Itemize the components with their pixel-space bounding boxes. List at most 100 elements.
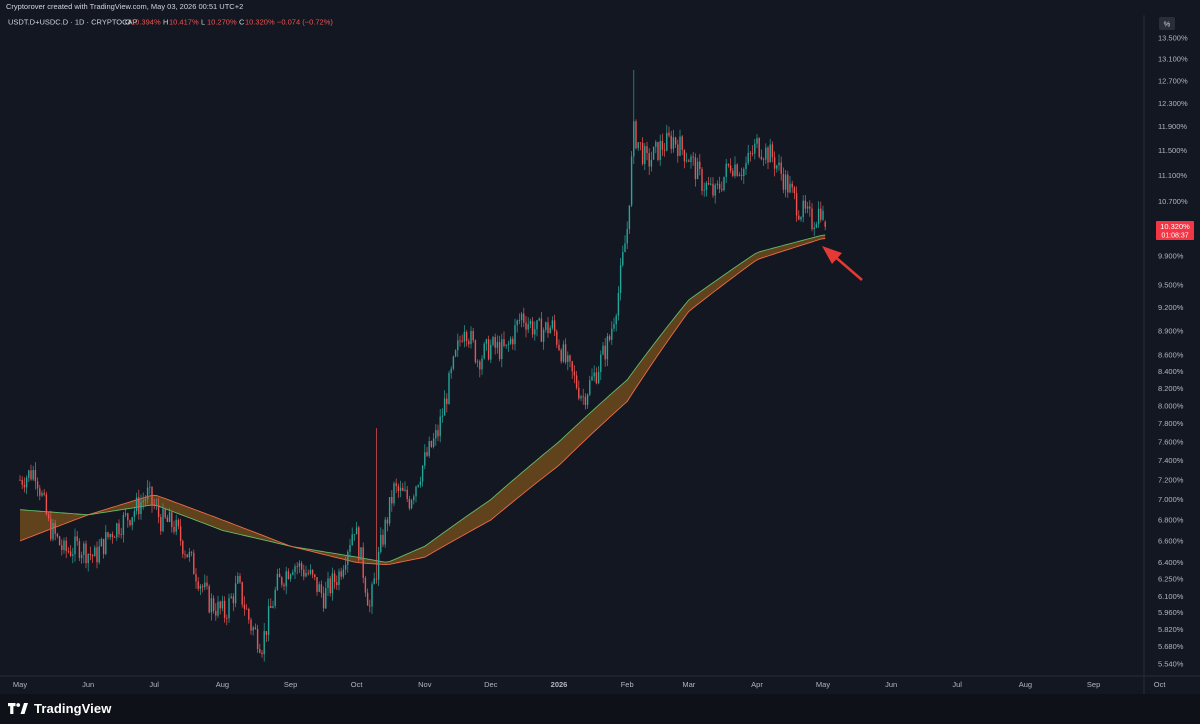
- candle-body: [219, 601, 221, 609]
- candle-body: [754, 143, 756, 154]
- candle-body: [806, 206, 809, 209]
- candle: [736, 163, 738, 177]
- candle: [450, 366, 452, 379]
- candle: [474, 339, 477, 364]
- candle: [201, 584, 204, 593]
- tradingview-logo[interactable]: TradingView: [8, 701, 111, 716]
- candle-body: [421, 465, 424, 482]
- candle: [168, 507, 171, 523]
- candle: [210, 593, 213, 621]
- candle-body: [408, 498, 411, 509]
- candle-body: [149, 486, 151, 488]
- candle-body: [670, 135, 672, 149]
- candle: [492, 335, 494, 347]
- candle-body: [540, 318, 543, 342]
- candle: [573, 365, 576, 384]
- candle: [729, 158, 732, 174]
- candle-body: [270, 606, 272, 608]
- candle-body: [448, 373, 450, 405]
- candle: [538, 317, 540, 322]
- footer-bar: TradingView: [0, 694, 1200, 724]
- candle: [309, 564, 312, 576]
- y-tick-label: 7.200%: [1158, 475, 1184, 484]
- candle: [300, 561, 303, 577]
- candle-body: [694, 157, 697, 179]
- axis-unit-button[interactable]: [1159, 17, 1175, 30]
- candle-body: [415, 486, 417, 497]
- chart-background: [0, 15, 1200, 694]
- candle: [358, 525, 360, 563]
- candle: [355, 521, 358, 535]
- candle: [340, 567, 342, 580]
- candle-body: [413, 496, 415, 501]
- candle-body: [674, 137, 677, 145]
- candle: [525, 316, 527, 338]
- candle-body: [402, 487, 404, 491]
- candle-body: [76, 536, 78, 541]
- candle: [327, 571, 329, 596]
- candle-body: [63, 540, 65, 550]
- candle: [21, 476, 23, 489]
- candle-body: [732, 170, 734, 176]
- candle: [661, 133, 664, 157]
- candle: [404, 481, 406, 492]
- candle: [501, 333, 503, 368]
- candle: [69, 545, 72, 557]
- y-tick-label: 5.540%: [1158, 660, 1184, 669]
- candle: [670, 130, 672, 154]
- candle-body: [87, 553, 89, 564]
- candle-body: [683, 149, 686, 162]
- candle: [529, 318, 532, 328]
- candle-body: [608, 336, 611, 340]
- candle: [789, 176, 791, 194]
- candle-body: [107, 532, 109, 538]
- candle-body: [476, 361, 479, 363]
- x-tick-label: Sep: [284, 680, 297, 689]
- candle-body: [553, 320, 556, 332]
- candle: [527, 317, 529, 334]
- candle: [83, 541, 85, 563]
- candle: [615, 313, 617, 332]
- candle-body: [743, 168, 745, 176]
- candle: [470, 326, 472, 349]
- candle: [351, 527, 353, 546]
- price-chart[interactable]: USDT.D+USDC.D · 1D · CRYPTOCAP O 10.394% H…: [0, 15, 1200, 694]
- candle-body: [580, 396, 582, 399]
- x-tick-label: Jun: [885, 680, 897, 689]
- candle-body: [454, 350, 457, 357]
- price-axis[interactable]: [1144, 15, 1200, 694]
- candle-body: [179, 526, 182, 541]
- candle: [712, 177, 714, 198]
- candle-body: [241, 582, 243, 605]
- candle: [738, 172, 741, 177]
- candle: [479, 359, 481, 378]
- candle: [701, 167, 703, 196]
- ohlc-value-l: 10.270%: [207, 18, 237, 27]
- candle: [223, 596, 226, 623]
- candle: [536, 320, 538, 337]
- candle-body: [322, 593, 325, 609]
- candle-body: [364, 578, 367, 593]
- candle-body: [714, 184, 716, 196]
- y-tick-label: 7.400%: [1158, 456, 1184, 465]
- candle: [472, 328, 474, 343]
- candle: [80, 551, 83, 564]
- candle: [175, 514, 177, 536]
- y-tick-label: 12.700%: [1158, 76, 1188, 85]
- candle: [94, 545, 96, 557]
- candle: [173, 520, 175, 535]
- candle: [50, 510, 52, 542]
- candle: [595, 367, 598, 385]
- candle: [19, 475, 21, 481]
- candle: [633, 70, 635, 165]
- x-tick-label: Aug: [216, 680, 229, 689]
- y-tick-label: 6.600%: [1158, 537, 1184, 546]
- tradingview-logo-icon: [8, 702, 28, 714]
- candle: [289, 573, 292, 582]
- candle: [318, 581, 320, 593]
- chart-area[interactable]: USDT.D+USDC.D · 1D · CRYPTOCAP O 10.394% H…: [0, 15, 1200, 694]
- candle: [382, 529, 384, 548]
- candle-body: [384, 519, 386, 545]
- candle-body: [230, 596, 232, 599]
- candle: [388, 497, 391, 527]
